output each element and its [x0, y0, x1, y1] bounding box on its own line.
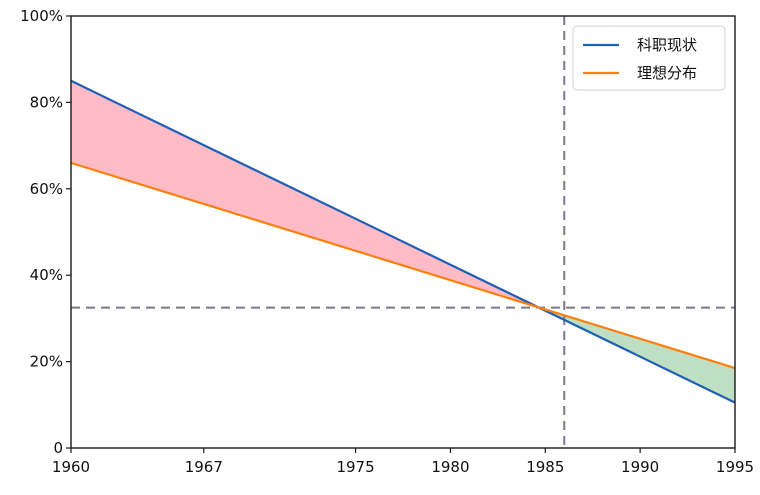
axes: 1960 1967 1975 1980 1985 1990 1995 0 20% 40% 60% 80…: [20, 7, 754, 476]
reference-lines: [71, 16, 735, 448]
x-tick-label: 1975: [336, 458, 374, 476]
legend-label-1: 科职现状: [637, 36, 697, 54]
series-line-1: [70, 79, 736, 404]
x-tick-label: 1990: [621, 458, 659, 476]
x-tick-label: 1980: [431, 458, 469, 476]
x-tick-label: 1960: [52, 458, 90, 476]
y-tick-label: 0: [53, 439, 63, 457]
y-tick-label: 60%: [30, 180, 63, 198]
y-tick-label: 40%: [30, 266, 63, 284]
x-tick-label: 1967: [185, 458, 223, 476]
y-tick-label: 80%: [30, 93, 63, 111]
plot-frame: [70, 15, 736, 449]
legend-label-2: 理想分布: [637, 64, 697, 82]
x-tick-label: 1995: [716, 458, 754, 476]
x-tick-label: 1985: [526, 458, 564, 476]
series-lines: [70, 79, 736, 404]
series-line-2: [70, 161, 736, 370]
y-tick-label: 100%: [20, 7, 63, 25]
y-tick-label: 20%: [30, 353, 63, 371]
